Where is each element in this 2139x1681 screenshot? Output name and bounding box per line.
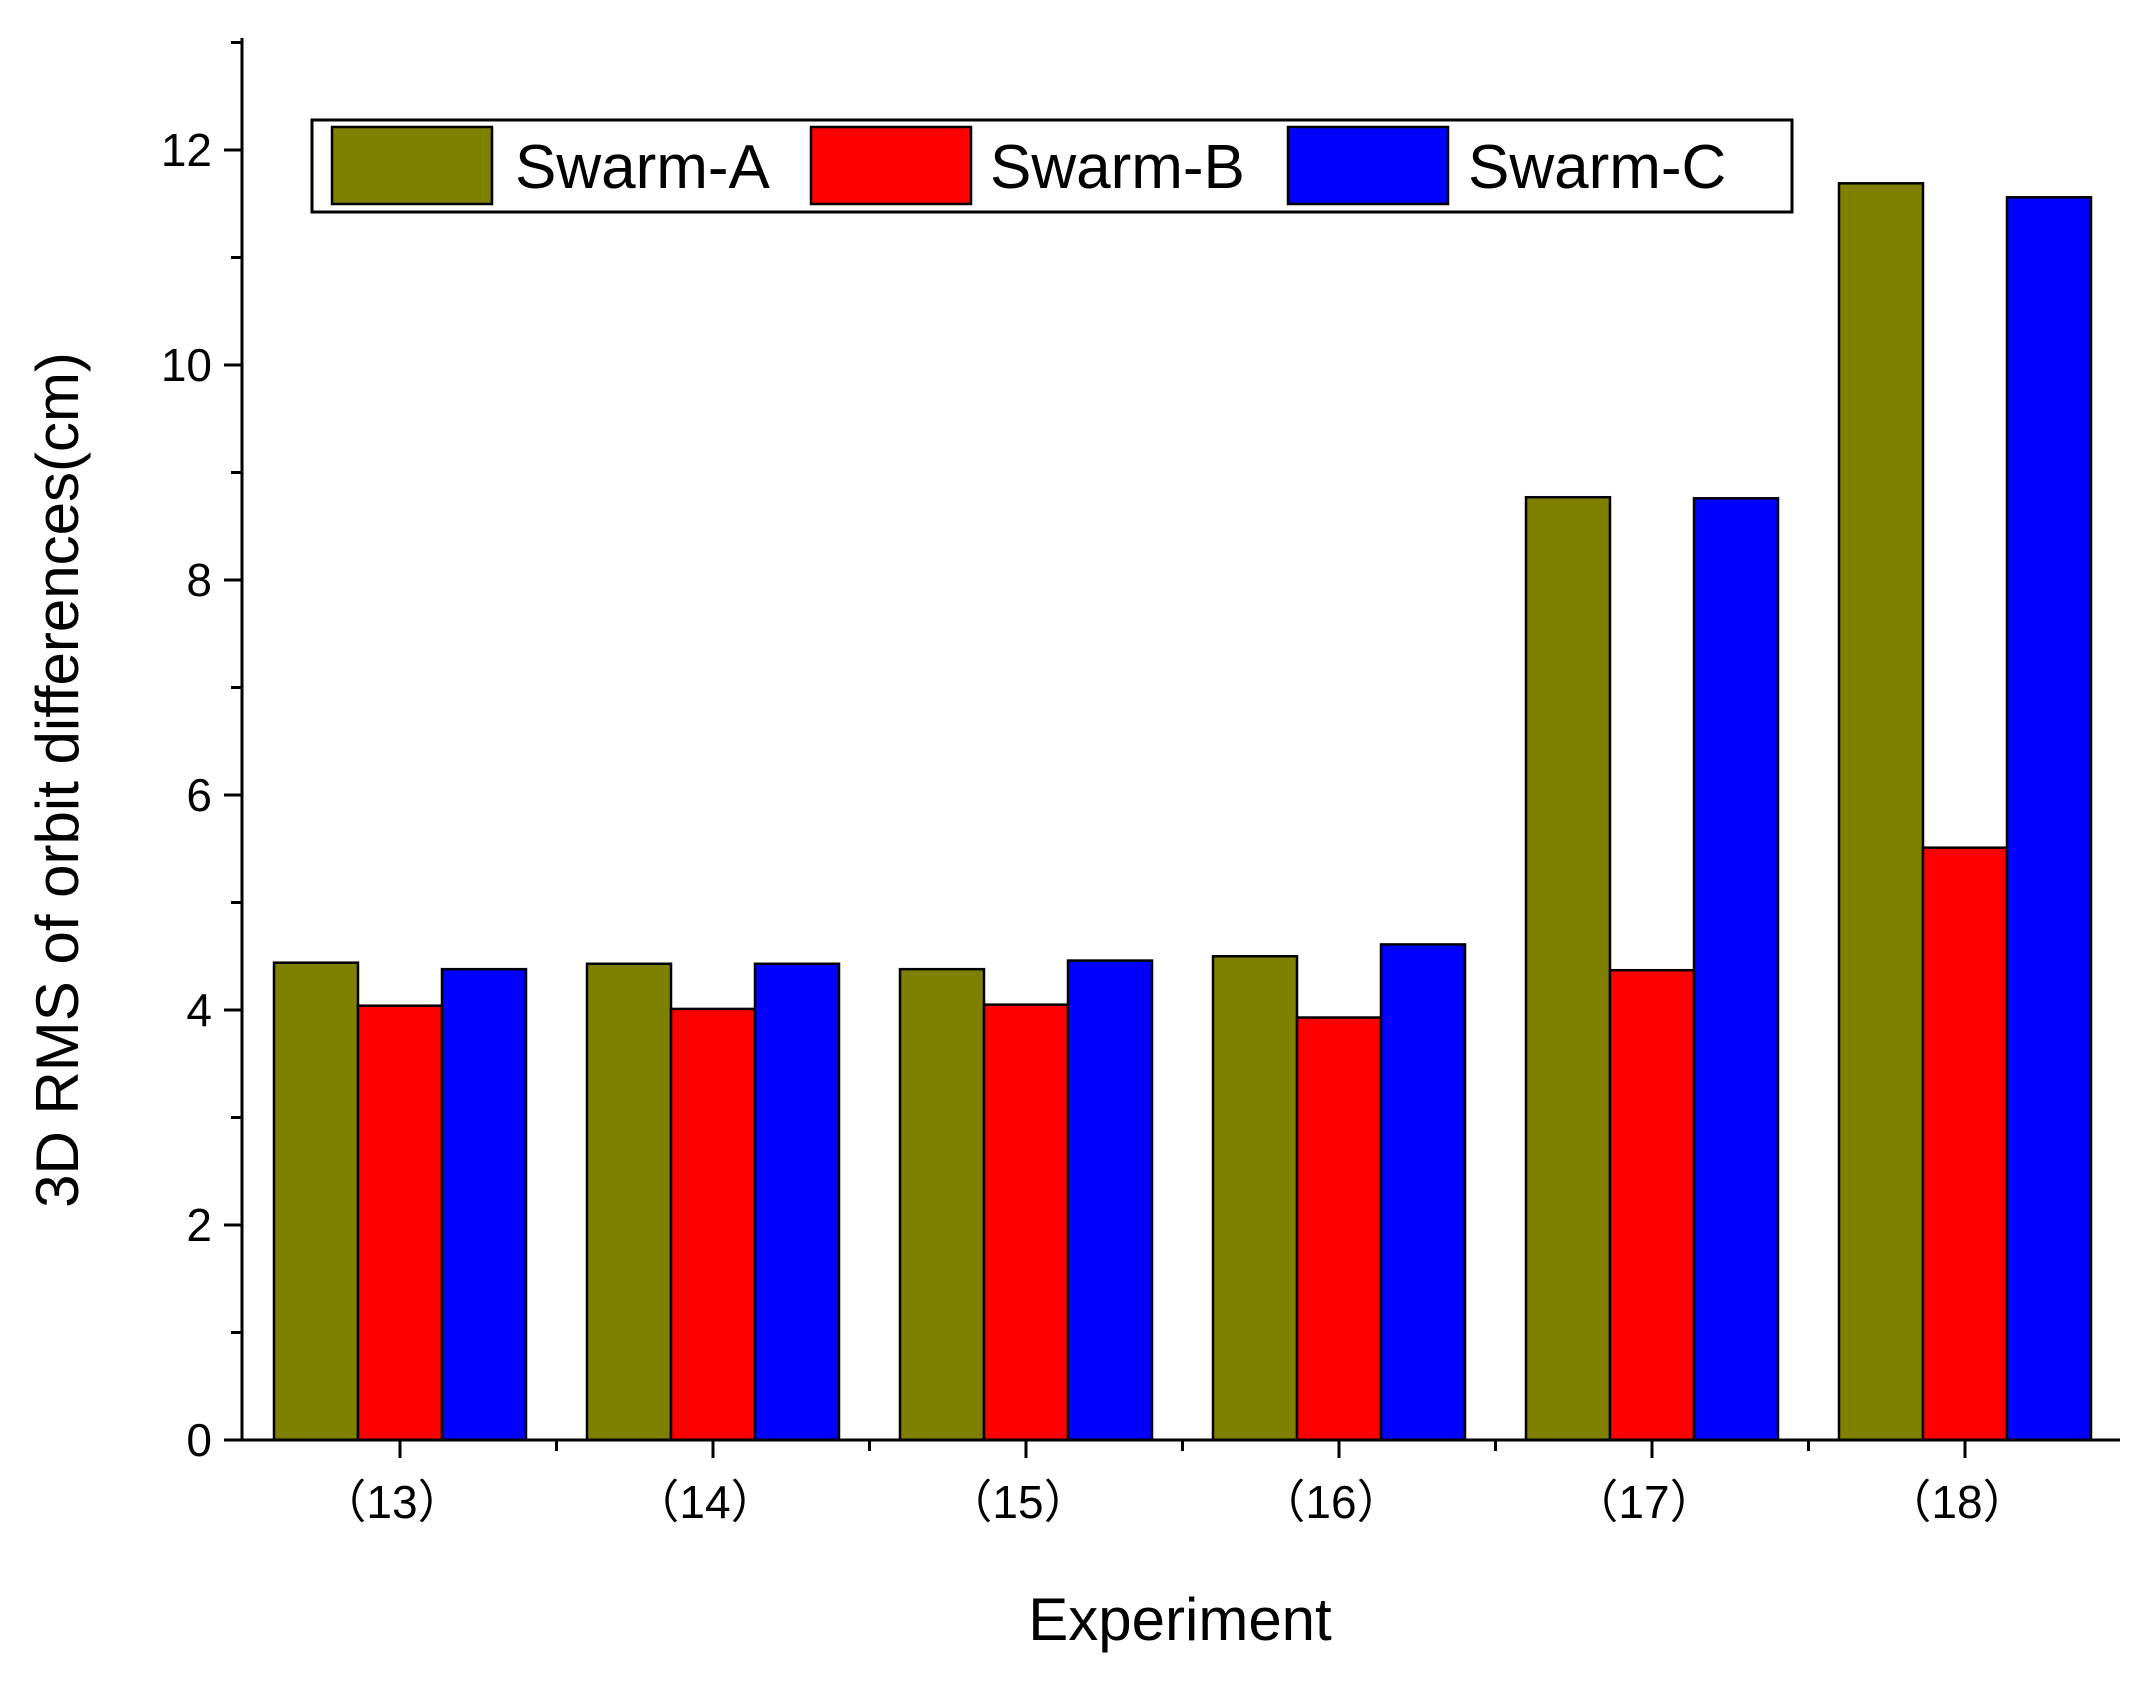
- legend-label-swarm-b: Swarm-B: [990, 133, 1245, 202]
- bar-swarm-b-4: [1295, 1016, 1383, 1442]
- x-tick-label: （18）: [1885, 1476, 2028, 1528]
- bar-swarm-b-6: [1921, 846, 2009, 1442]
- bar-swarm-c-5: [1692, 497, 1780, 1442]
- bar-swarm-c-6: [2005, 196, 2093, 1442]
- legend-label-swarm-c: Swarm-C: [1468, 133, 1726, 202]
- y-ticks: 0 2 4 6 8 10 12: [161, 41, 242, 1466]
- x-tick-label: （16）: [1259, 1476, 1402, 1528]
- legend-swatch-swarm-c: [1286, 125, 1450, 206]
- x-ticks: （13） （14） （15） （16） （17） （18）: [320, 1440, 2029, 1528]
- y-tick-label: 12: [161, 124, 212, 176]
- bar-swarm-c-3: [1066, 959, 1154, 1442]
- bar-swarm-c-4: [1379, 943, 1467, 1442]
- y-tick-label: 0: [186, 1414, 212, 1466]
- bar-swarm-b-2: [669, 1007, 757, 1442]
- bar-swarm-a-5: [1524, 495, 1612, 1442]
- bars-layer: [272, 182, 2093, 1442]
- x-axis-title: Experiment: [1028, 1586, 1332, 1653]
- y-tick-label: 2: [186, 1199, 212, 1251]
- bar-swarm-b-5: [1608, 968, 1696, 1442]
- bar-swarm-a-2: [585, 962, 673, 1442]
- y-tick-label: 4: [186, 984, 212, 1036]
- legend-swatch-swarm-b: [809, 125, 973, 206]
- legend-label-swarm-a: Swarm-A: [515, 133, 771, 202]
- y-axis-title: 3D RMS of orbit differences(cm): [24, 352, 91, 1208]
- legend-frame: [310, 118, 1794, 214]
- x-tick-label: （14）: [633, 1476, 776, 1528]
- x-tick-label: （13）: [320, 1476, 463, 1528]
- x-tick-label: （15）: [946, 1476, 1089, 1528]
- bar-swarm-a-3: [898, 967, 986, 1442]
- bar-swarm-c-1: [440, 967, 528, 1442]
- bar-swarm-b-1: [356, 1004, 444, 1442]
- bar-swarm-a-4: [1211, 955, 1299, 1442]
- x-tick-label: （17）: [1572, 1476, 1715, 1528]
- y-tick-label: 8: [186, 554, 212, 606]
- bar-swarm-b-3: [982, 1003, 1070, 1442]
- bar-swarm-a-1: [272, 961, 360, 1442]
- legend-swatch-swarm-a: [330, 125, 494, 206]
- bar-swarm-c-2: [753, 962, 841, 1442]
- legend: Swarm-A Swarm-B Swarm-C: [310, 118, 1794, 214]
- y-tick-label: 10: [161, 339, 212, 391]
- y-tick-label: 6: [186, 769, 212, 821]
- bar-swarm-a-6: [1837, 182, 1925, 1442]
